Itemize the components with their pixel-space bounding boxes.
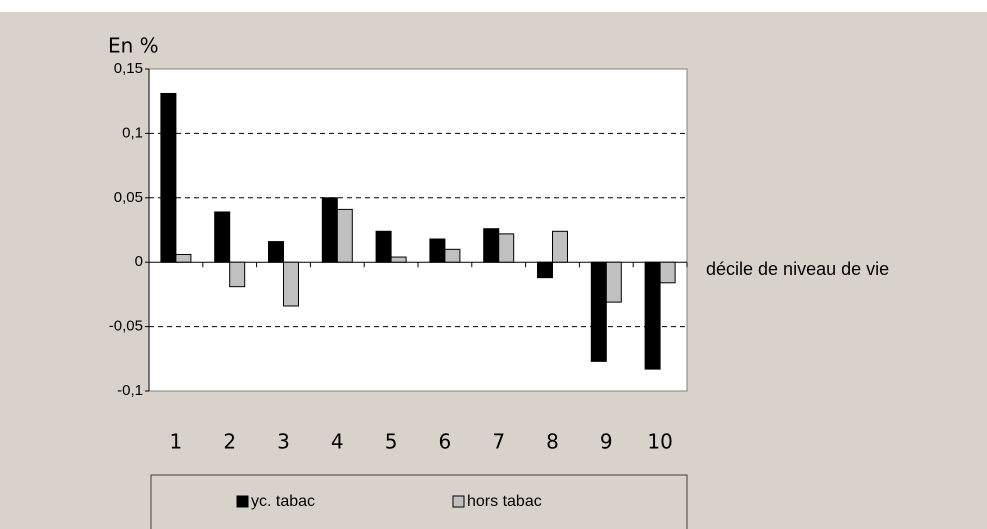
y-axis-label: En % [108,34,159,58]
x-tick-label: 7 [492,430,505,454]
x-tick-label: 3 [277,430,290,454]
bar [283,261,299,307]
legend-label: yc. tabac [251,493,315,510]
x-tick-label: 9 [600,430,613,454]
bar [659,261,676,284]
y-tick-label: -0,1 [117,382,143,399]
y-tick-label: 0 [135,253,143,270]
y-tick-label: -0,05 [109,318,143,335]
bar [375,230,392,263]
y-tick-label: 0,1 [122,124,143,141]
bar [590,261,607,362]
bar [498,233,515,263]
legend-box [150,474,688,529]
x-axis-label: décile de niveau de vie [706,259,889,279]
x-tick-label: 5 [385,430,398,454]
bar [605,261,622,303]
bar [444,248,461,263]
legend-swatch [452,495,465,508]
x-tick-label: 4 [331,430,344,454]
x-tick-label: 8 [546,430,559,454]
bar [483,228,500,263]
x-tick-label: 2 [223,430,236,454]
legend-swatch [236,495,249,508]
top-strip [0,0,987,12]
x-tick-label: 6 [439,430,452,454]
x-tick-label: 1 [170,430,183,454]
y-tick-label: 0,05 [114,189,143,206]
bar [229,261,246,288]
bar [268,241,284,263]
bar [429,238,446,263]
bar [644,261,661,370]
bar [336,208,353,263]
bar [552,230,568,263]
x-tick-label: 10 [647,430,672,454]
bar [160,92,177,263]
bar [321,197,338,263]
legend-label: hors tabac [467,493,542,510]
y-tick-label: 0,15 [114,60,143,77]
bar [537,261,553,279]
bar [214,211,231,263]
bar [175,253,192,263]
bar [390,256,407,263]
